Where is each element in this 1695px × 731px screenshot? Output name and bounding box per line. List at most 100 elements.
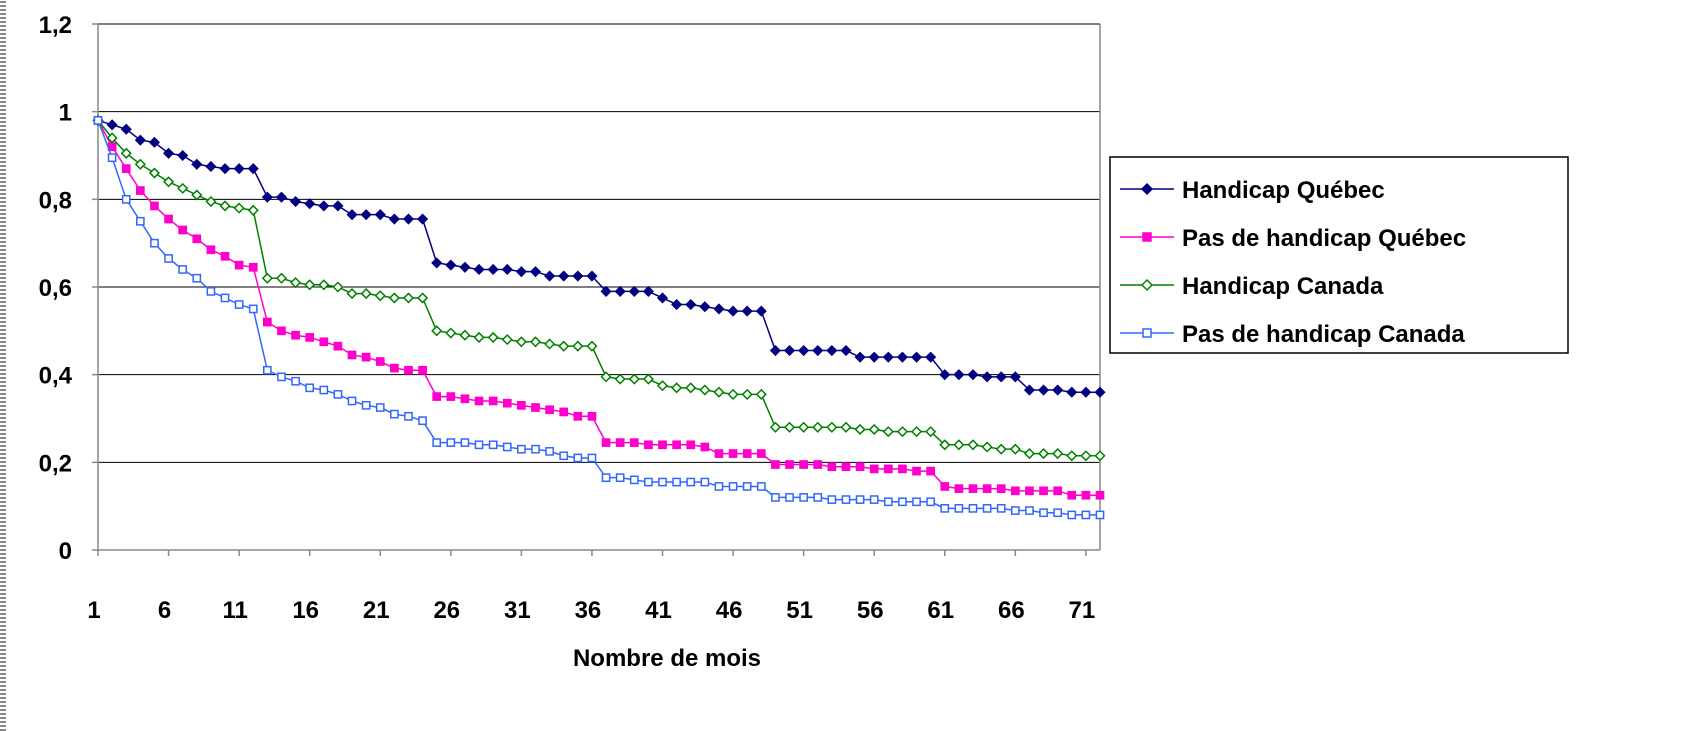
data-point [1025,506,1034,515]
data-point [742,449,752,458]
data-point [275,191,288,203]
data-point [177,149,189,162]
data-point [487,331,499,343]
data-point [148,167,161,179]
series-line [97,119,1100,457]
axes [92,23,1101,556]
data-point [220,293,230,303]
data-point [418,365,427,375]
data-point [1010,486,1020,496]
data-point [1023,448,1035,460]
data-point [868,351,880,363]
data-point [685,298,697,311]
data-point [1037,384,1050,396]
data-point [658,440,667,450]
data-point [164,214,173,224]
data-point [446,438,456,447]
data-point [615,473,625,483]
data-point [390,409,399,419]
data-point [713,303,725,315]
data-point [854,423,866,436]
data-point [671,298,683,311]
data-point [954,504,964,513]
data-point [388,292,400,304]
data-point [304,198,316,210]
data-point [586,340,598,352]
data-point [529,336,542,348]
data-point [926,497,935,507]
data-point [248,304,258,314]
data-point [432,438,442,447]
data-point [912,466,921,476]
data-point [600,285,612,297]
data-point [375,357,385,366]
series-handicap-qu-bec [92,114,1106,398]
data-point [163,176,175,188]
data-point [431,325,443,337]
data-point [656,380,669,392]
data-point [713,386,725,398]
x-tick-label: 21 [363,597,390,624]
data-point [220,251,230,261]
data-point [1009,371,1021,383]
legend-item: Handicap Québec [1120,177,1385,204]
data-point [206,245,216,255]
data-point [459,329,471,341]
data-point [896,426,908,438]
data-point [996,504,1006,513]
data-point [939,369,951,381]
data-point [912,497,921,507]
data-point [798,344,810,357]
x-tick-label: 66 [998,597,1025,624]
data-point [1140,182,1154,196]
data-point [587,411,597,421]
data-point [558,340,570,352]
data-point [291,330,300,340]
x-tick-label: 16 [292,597,319,624]
data-point [699,384,711,396]
legend-label: Pas de handicap Québec [1182,225,1466,252]
data-point [1140,278,1154,292]
data-point [333,341,343,351]
data-point [347,396,357,406]
data-point [783,421,796,433]
data-point [178,225,188,235]
data-point [968,484,978,493]
data-point [586,270,598,282]
data-point [827,462,837,472]
data-point [219,200,231,212]
data-point [248,262,258,272]
data-point [840,421,852,433]
data-point [869,464,879,474]
data-point [234,300,244,309]
data-point [346,288,358,300]
data-point [771,493,780,502]
y-tick-label: 1,2 [39,12,72,39]
data-point [995,371,1007,383]
data-point [531,444,540,454]
data-point [572,270,584,282]
data-point [247,163,259,175]
data-point [106,119,118,131]
data-point [1080,450,1092,462]
x-axis-title: Nombre de mois [573,645,761,672]
x-tick-label: 6 [158,597,171,624]
data-point [319,337,329,347]
data-point [261,272,273,284]
data-point [1081,490,1091,500]
data-point [812,421,824,433]
data-point [192,273,202,283]
data-point [896,351,908,363]
series-line [97,120,1100,516]
x-tick-label: 26 [433,597,460,624]
data-point [460,438,470,447]
data-point [404,365,413,375]
data-point [855,495,865,504]
data-point [1081,510,1091,520]
data-point [164,254,173,263]
data-point [374,209,386,221]
data-point [263,365,272,375]
data-point [939,439,951,451]
data-point [756,482,766,491]
data-point [474,396,484,406]
